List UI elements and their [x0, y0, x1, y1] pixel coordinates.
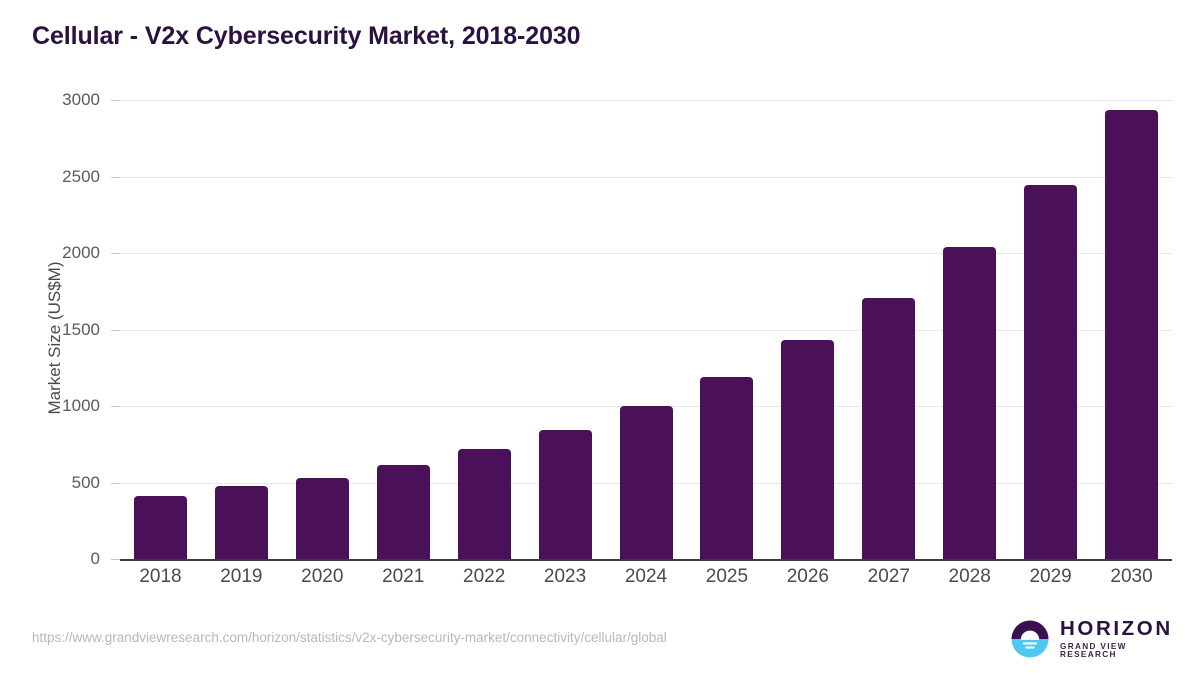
bar[interactable] [376, 464, 430, 559]
y-axis-tick [111, 176, 120, 178]
bar[interactable] [700, 376, 754, 559]
gridline [120, 176, 1172, 178]
x-tick-label: 2020 [301, 566, 344, 587]
y-axis-tick [111, 100, 120, 101]
brand-logo: HORIZON GRAND VIEW RESEARCH [1009, 617, 1170, 661]
y-tick-label: 1000 [62, 396, 100, 415]
x-tick-label: 2026 [786, 566, 829, 587]
bar[interactable] [133, 495, 187, 559]
x-tick-label: 2027 [867, 566, 910, 587]
y-tick-label: 2500 [62, 166, 100, 186]
x-tick-label: 2025 [705, 566, 749, 587]
bar[interactable] [1024, 184, 1078, 559]
logo-text: HORIZON GRAND VIEW RESEARCH [1060, 619, 1173, 659]
bar[interactable] [862, 298, 916, 559]
logo-wordmark: HORIZON [1060, 617, 1173, 641]
x-axis-line [120, 559, 1172, 561]
gridline [120, 100, 1172, 101]
bar[interactable] [538, 430, 592, 559]
horizon-sun-icon [1011, 620, 1049, 658]
y-axis-tick [111, 406, 120, 407]
gridline [120, 253, 1172, 254]
x-tick-label: 2024 [624, 566, 668, 587]
x-tick-label: 2023 [543, 566, 587, 587]
x-tick-label: 2019 [220, 566, 263, 587]
x-tick-label: 2018 [139, 566, 182, 587]
bar[interactable] [457, 448, 511, 559]
bar[interactable] [1105, 109, 1159, 559]
bar[interactable] [295, 477, 349, 559]
bar[interactable] [619, 406, 673, 559]
bar[interactable] [214, 486, 268, 559]
x-tick-label: 2028 [948, 566, 991, 587]
x-tick-label: 2021 [382, 566, 425, 587]
y-tick-label: 500 [71, 472, 100, 492]
x-tick-label: 2022 [463, 566, 506, 587]
y-axis-tick [111, 559, 120, 560]
source-url[interactable]: https://www.grandviewresearch.com/horizo… [32, 630, 667, 645]
gridline [120, 329, 1172, 331]
x-tick-label: 2030 [1110, 566, 1153, 587]
logo-tagline: GRAND VIEW RESEARCH [1060, 641, 1127, 659]
page-title: Cellular - V2x Cybersecurity Market, 201… [32, 22, 581, 50]
y-axis-tick [111, 482, 120, 484]
y-axis-tick [111, 253, 120, 254]
y-tick-label: 2000 [62, 243, 100, 262]
y-axis-tick [111, 329, 120, 331]
y-tick-label: 0 [90, 549, 100, 568]
x-tick-label: 2029 [1029, 566, 1072, 587]
bar[interactable] [943, 246, 997, 559]
bar[interactable] [781, 340, 835, 559]
y-tick-label: 3000 [62, 90, 100, 109]
y-tick-label: 1500 [62, 319, 100, 339]
